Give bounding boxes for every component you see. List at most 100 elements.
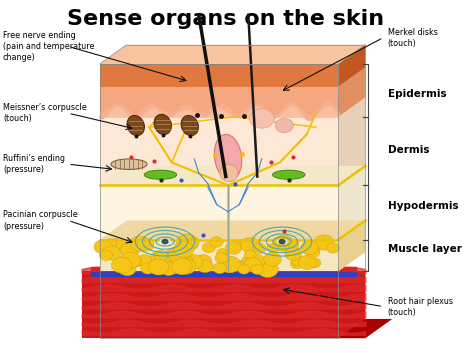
Circle shape [251,265,264,274]
Circle shape [129,243,141,252]
Circle shape [245,250,256,259]
Circle shape [273,235,294,251]
Text: Free nerve ending
(pain and temperature
change): Free nerve ending (pain and temperature … [3,31,94,62]
Circle shape [314,235,334,250]
Circle shape [120,242,139,257]
Circle shape [284,239,298,250]
Circle shape [291,256,304,266]
Circle shape [176,234,198,251]
Text: Meissner’s corpuscle
(touch): Meissner’s corpuscle (touch) [3,103,87,123]
Circle shape [236,239,248,249]
Ellipse shape [159,239,171,244]
Circle shape [257,261,278,277]
Circle shape [249,255,265,267]
Polygon shape [338,44,365,87]
Polygon shape [338,97,365,185]
Circle shape [219,256,241,273]
Circle shape [137,255,153,268]
Circle shape [172,258,192,275]
Circle shape [103,239,117,250]
Circle shape [291,259,303,269]
Circle shape [162,239,169,244]
Circle shape [288,241,299,250]
Circle shape [130,236,149,251]
Circle shape [176,258,196,274]
Circle shape [102,246,120,260]
Circle shape [210,237,223,247]
Circle shape [168,248,187,262]
Circle shape [173,241,194,257]
Ellipse shape [220,164,238,182]
Circle shape [213,263,227,274]
Polygon shape [100,44,365,64]
Text: Ruffini’s ending
(pressure): Ruffini’s ending (pressure) [3,154,65,174]
Polygon shape [100,166,365,185]
Ellipse shape [127,115,145,136]
Polygon shape [338,67,365,117]
Circle shape [309,258,321,268]
Text: Dermis: Dermis [388,145,429,155]
Circle shape [242,256,254,265]
Ellipse shape [111,159,147,169]
Circle shape [244,258,262,272]
Ellipse shape [154,114,172,134]
Circle shape [119,252,140,268]
Text: Sense organs on the skin: Sense organs on the skin [67,10,384,30]
Circle shape [164,260,182,274]
Circle shape [243,239,259,251]
Ellipse shape [276,239,288,244]
Circle shape [118,262,136,276]
Ellipse shape [214,134,242,180]
Polygon shape [82,271,365,338]
Polygon shape [100,87,338,117]
Circle shape [285,247,301,261]
Circle shape [120,257,136,269]
Circle shape [219,253,230,262]
Ellipse shape [144,170,177,179]
Polygon shape [100,240,338,271]
Circle shape [225,242,241,254]
Circle shape [240,238,260,253]
Circle shape [127,256,142,267]
Text: Pacinian corpuscle
(pressure): Pacinian corpuscle (pressure) [3,210,78,231]
Circle shape [165,253,184,268]
Polygon shape [338,319,392,338]
Circle shape [183,254,203,270]
Text: Muscle layer: Muscle layer [388,244,462,253]
Circle shape [94,240,112,254]
Text: Epidermis: Epidermis [388,89,447,99]
Polygon shape [100,221,365,240]
Circle shape [177,255,194,268]
Circle shape [107,239,124,252]
Circle shape [306,246,320,258]
Circle shape [264,252,281,266]
Polygon shape [338,166,365,240]
Circle shape [148,262,163,273]
Circle shape [137,238,154,251]
Circle shape [215,253,228,263]
Circle shape [151,251,170,265]
Circle shape [194,255,212,268]
Polygon shape [100,64,338,87]
Circle shape [327,243,339,253]
Polygon shape [100,97,365,117]
Ellipse shape [273,170,305,179]
Text: Root hair plexus
(touch): Root hair plexus (touch) [388,297,453,317]
Circle shape [238,265,250,274]
Circle shape [253,243,266,253]
Circle shape [278,239,286,244]
Text: Merkel disks
(touch): Merkel disks (touch) [388,28,438,48]
Circle shape [217,249,228,257]
Text: Hypodermis: Hypodermis [388,202,458,211]
Polygon shape [100,117,338,185]
Circle shape [148,259,169,275]
Circle shape [165,247,186,263]
Circle shape [299,256,316,269]
Circle shape [267,244,278,252]
Circle shape [236,261,248,270]
Circle shape [111,257,132,273]
Circle shape [99,250,112,261]
Circle shape [238,261,250,269]
Circle shape [197,260,213,273]
Circle shape [202,243,215,253]
